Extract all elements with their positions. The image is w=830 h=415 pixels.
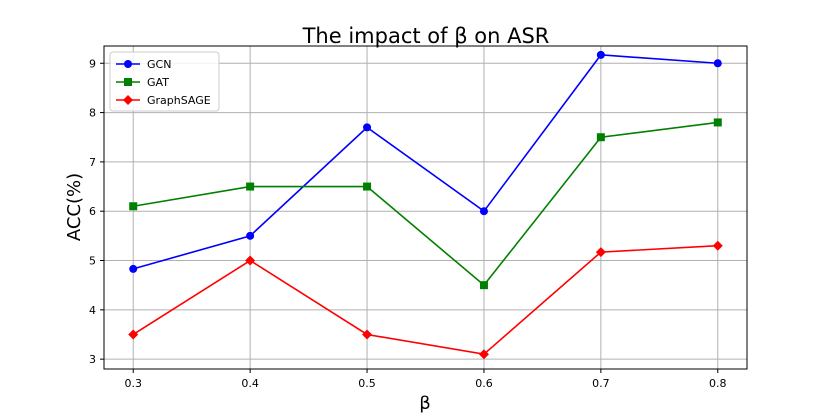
data-point-gat [713,118,722,127]
legend: GCN GAT GraphSAGE [109,51,220,112]
data-point-gat [596,133,605,142]
data-point-gcn [713,59,722,68]
y-tick-label: 7 [89,156,96,169]
x-tick-label: 0.4 [241,377,259,390]
series-group [128,50,723,360]
x-axis-label: β [419,393,431,414]
y-axis: 3 4 5 6 7 8 9 [89,57,104,366]
data-point-gat [479,281,488,290]
legend-marker-gat [124,78,132,86]
data-point-gat [246,182,255,191]
legend-item-gat: GAT [116,76,169,89]
legend-marker-graphsage [123,95,133,105]
chart-title: The impact of β on ASR [302,24,550,48]
data-point-gcn [596,50,605,59]
x-axis: 0.3 0.4 0.5 0.6 0.7 0.8 [124,369,727,390]
data-point-gcn [363,123,372,132]
data-point-graphsage [362,329,373,340]
data-point-gcn [246,231,255,240]
y-tick-label: 3 [89,353,96,366]
data-point-gcn [479,207,488,216]
legend-label-graphsage: GraphSAGE [147,94,211,107]
data-point-graphsage [245,255,256,266]
legend-item-graphsage: GraphSAGE [116,94,211,107]
grid [104,46,747,369]
legend-box [109,51,220,112]
y-tick-label: 4 [89,304,96,317]
series-graphsage [128,240,723,360]
y-axis-label: ACC(%) [64,173,85,241]
series-line-graphsage [132,244,718,356]
y-tick-label: 8 [89,107,96,120]
data-point-gat [363,182,372,191]
data-point-graphsage [595,247,606,258]
legend-label-gat: GAT [147,76,169,89]
x-tick-label: 0.7 [592,377,610,390]
x-tick-label: 0.8 [709,377,727,390]
x-tick-label: 0.6 [475,377,493,390]
data-point-gat [129,202,138,211]
plot-frame [103,45,748,370]
x-tick-label: 0.3 [124,377,142,390]
series-gat [129,118,722,290]
data-point-graphsage [478,349,489,360]
x-tick-label: 0.5 [358,377,376,390]
data-point-graphsage [712,240,723,251]
series-line-gat [133,121,718,287]
y-tick-label: 6 [89,205,96,218]
y-tick-label: 5 [89,255,96,268]
legend-marker-gcn [124,60,132,68]
legend-label-gcn: GCN [147,58,171,71]
series-gcn [129,50,722,273]
y-tick-label: 9 [89,57,96,70]
series-line-gcn [133,54,718,270]
legend-item-gcn: GCN [116,58,171,71]
data-point-gcn [129,264,138,273]
data-point-graphsage [128,329,139,340]
